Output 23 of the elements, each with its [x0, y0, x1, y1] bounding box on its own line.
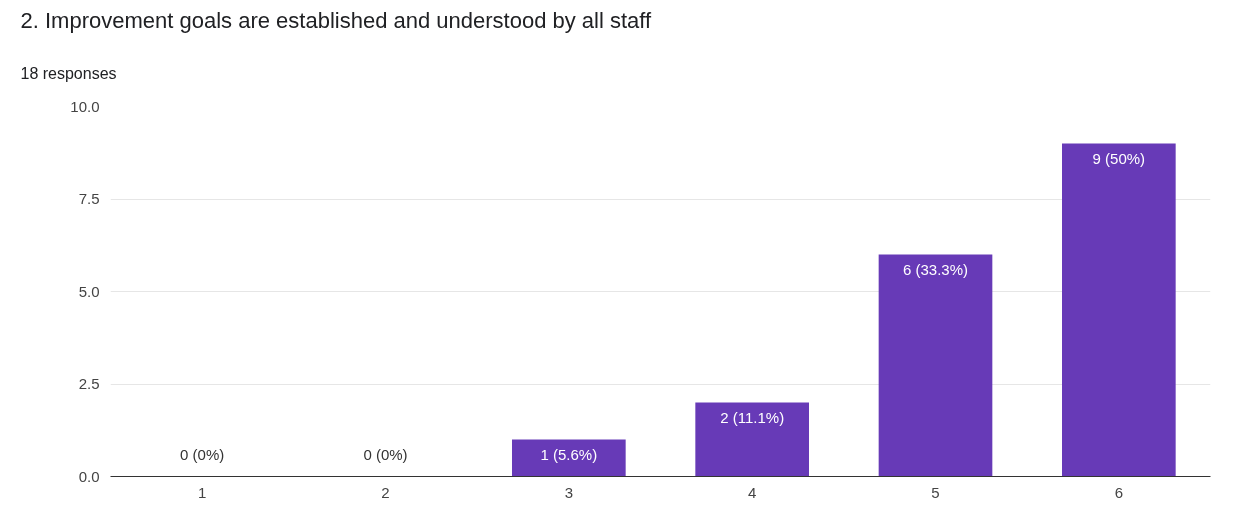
x-tick-label: 5: [931, 483, 940, 501]
bar: [695, 402, 809, 477]
x-tick-label: 6: [1114, 483, 1124, 501]
y-tick-label: 10.0: [70, 97, 100, 115]
y-tick-label: 7.5: [78, 190, 100, 207]
data-label: 1 (5.6%): [540, 445, 598, 463]
x-tick-label: 3: [564, 483, 574, 501]
x-tick-label: 2: [381, 483, 390, 501]
y-tick-label: 0.0: [78, 467, 100, 485]
y-tick-label: 2.5: [78, 375, 100, 392]
data-label: 0 (0%): [180, 445, 225, 463]
data-label: 2 (11.1%): [720, 408, 785, 426]
bar: [878, 254, 993, 477]
bar: [1062, 143, 1176, 477]
data-label: 6 (33.3%): [902, 260, 969, 278]
chart-subtitle: 18 responses: [20, 64, 117, 82]
x-tick-label: 1: [198, 483, 207, 501]
y-tick-label: 5.0: [78, 282, 100, 300]
data-label: 0 (0%): [363, 445, 408, 463]
chart-title: 2. Improvement goals are established and understood by all staff: [20, 7, 653, 33]
bar: [512, 439, 626, 477]
data-label: 9 (50%): [1092, 149, 1146, 167]
x-tick-label: 4: [748, 483, 757, 501]
